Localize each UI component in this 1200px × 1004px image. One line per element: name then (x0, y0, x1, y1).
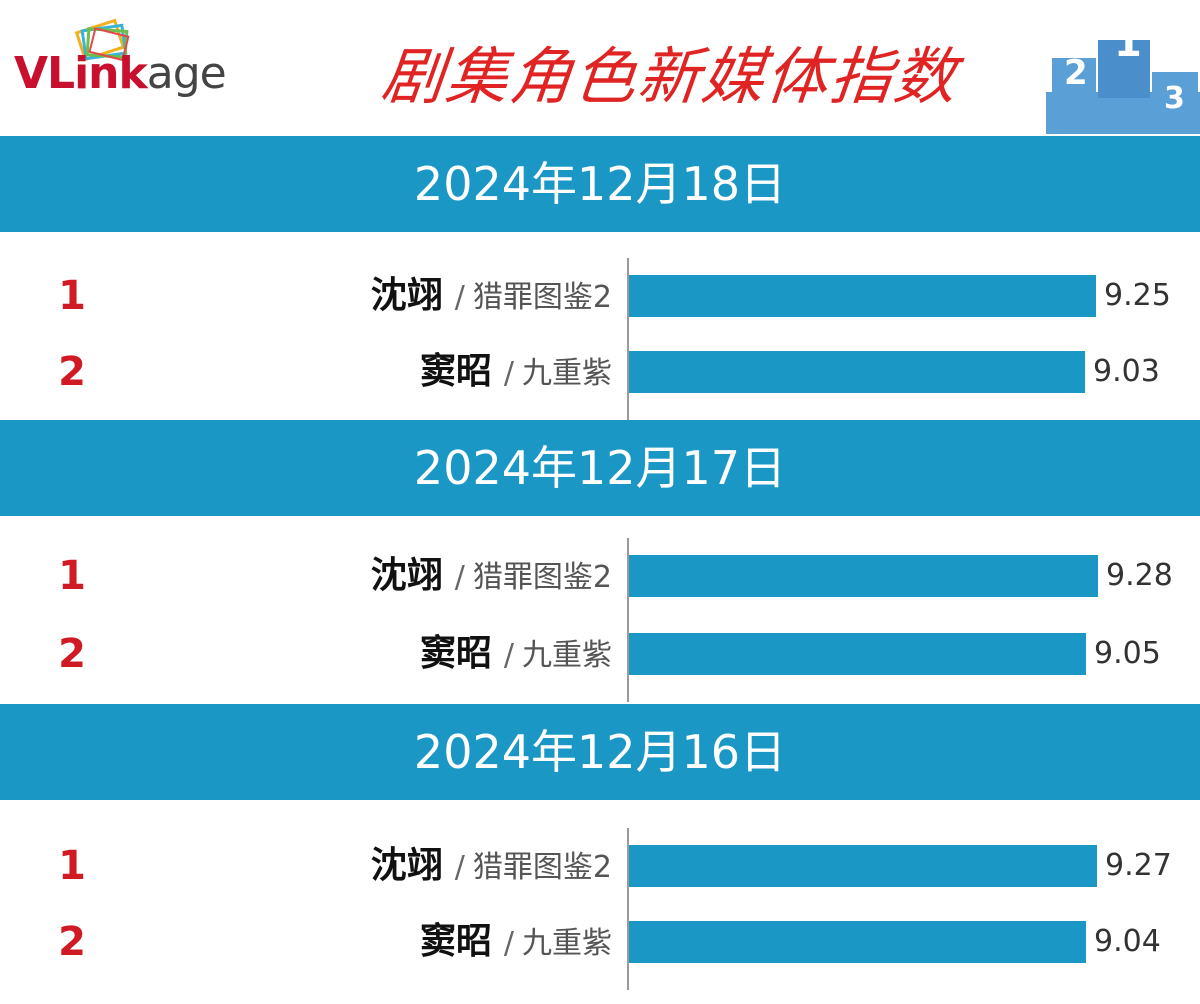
logo-mark-icon (72, 16, 136, 72)
character-name: 窦昭 (419, 351, 492, 392)
show-title: 九重紫 (522, 356, 612, 391)
row-label: 沈翊 / 猎罪图鉴2 (371, 836, 612, 902)
logo-text-suffix: age (146, 48, 227, 99)
separator: / (454, 560, 465, 595)
character-name: 沈翊 (370, 275, 443, 316)
character-name: 窦昭 (419, 921, 492, 962)
show-title: 九重紫 (522, 638, 612, 673)
bar (629, 275, 1096, 317)
rank-number: 2 (58, 919, 86, 965)
bar (629, 921, 1086, 963)
rank-number: 2 (58, 349, 86, 395)
bar (629, 351, 1085, 393)
data-label: 9.04 (1094, 924, 1161, 959)
data-label: 9.25 (1104, 278, 1171, 313)
svg-text:2: 2 (1064, 53, 1088, 93)
rank-number: 2 (58, 631, 86, 677)
date-band (0, 420, 1200, 516)
ranking-row: 1 沈翊 / 猎罪图鉴2 9.28 (0, 546, 1200, 606)
character-name: 沈翊 (370, 845, 443, 886)
date-label: 2024年12月17日 (413, 441, 787, 495)
logo: VLinkage (14, 52, 227, 96)
show-title: 猎罪图鉴2 (472, 280, 612, 315)
separator: / (503, 638, 514, 673)
show-title: 猎罪图鉴2 (472, 560, 612, 595)
value-axis (627, 828, 629, 1004)
character-name: 沈翊 (370, 555, 443, 596)
bar (629, 633, 1086, 675)
bottom-edge (0, 990, 1200, 1004)
row-label: 窦昭 / 九重紫 (420, 624, 612, 690)
value-axis (627, 538, 629, 702)
ranking-row: 2 窦昭 / 九重紫 9.05 (0, 624, 1200, 684)
ranking-row: 2 窦昭 / 九重紫 9.03 (0, 342, 1200, 402)
date-band (0, 136, 1200, 232)
separator: / (454, 280, 465, 315)
data-label: 9.03 (1093, 354, 1160, 389)
row-label: 窦昭 / 九重紫 (420, 912, 612, 978)
data-label: 9.05 (1094, 636, 1161, 671)
podium-icon: 2 1 3 (1046, 14, 1200, 138)
bar (629, 845, 1097, 887)
bar (629, 555, 1098, 597)
rank-number: 1 (58, 273, 86, 319)
rank-number: 1 (58, 843, 86, 889)
ranking-row: 1 沈翊 / 猎罪图鉴2 9.25 (0, 266, 1200, 326)
data-label: 9.28 (1106, 558, 1173, 593)
data-label: 9.27 (1105, 848, 1172, 883)
value-axis (627, 258, 629, 420)
ranking-row: 2 窦昭 / 九重紫 9.04 (0, 912, 1200, 972)
date-label: 2024年12月16日 (413, 725, 787, 779)
row-label: 沈翊 / 猎罪图鉴2 (371, 546, 612, 612)
character-name: 窦昭 (419, 633, 492, 674)
svg-text:3: 3 (1164, 81, 1185, 116)
row-label: 窦昭 / 九重紫 (420, 342, 612, 408)
logo-text-brand: VLink (14, 48, 148, 99)
separator: / (454, 850, 465, 885)
row-label: 沈翊 / 猎罪图鉴2 (371, 266, 612, 332)
date-label: 2024年12月18日 (413, 157, 787, 211)
page-title: 剧集角色新媒体指数 (378, 40, 962, 113)
rank-number: 1 (58, 553, 86, 599)
separator: / (503, 926, 514, 961)
ranking-row: 1 沈翊 / 猎罪图鉴2 9.27 (0, 836, 1200, 896)
date-band (0, 704, 1200, 800)
show-title: 猎罪图鉴2 (472, 850, 612, 885)
svg-text:1: 1 (1114, 20, 1142, 66)
separator: / (503, 356, 514, 391)
show-title: 九重紫 (522, 926, 612, 961)
